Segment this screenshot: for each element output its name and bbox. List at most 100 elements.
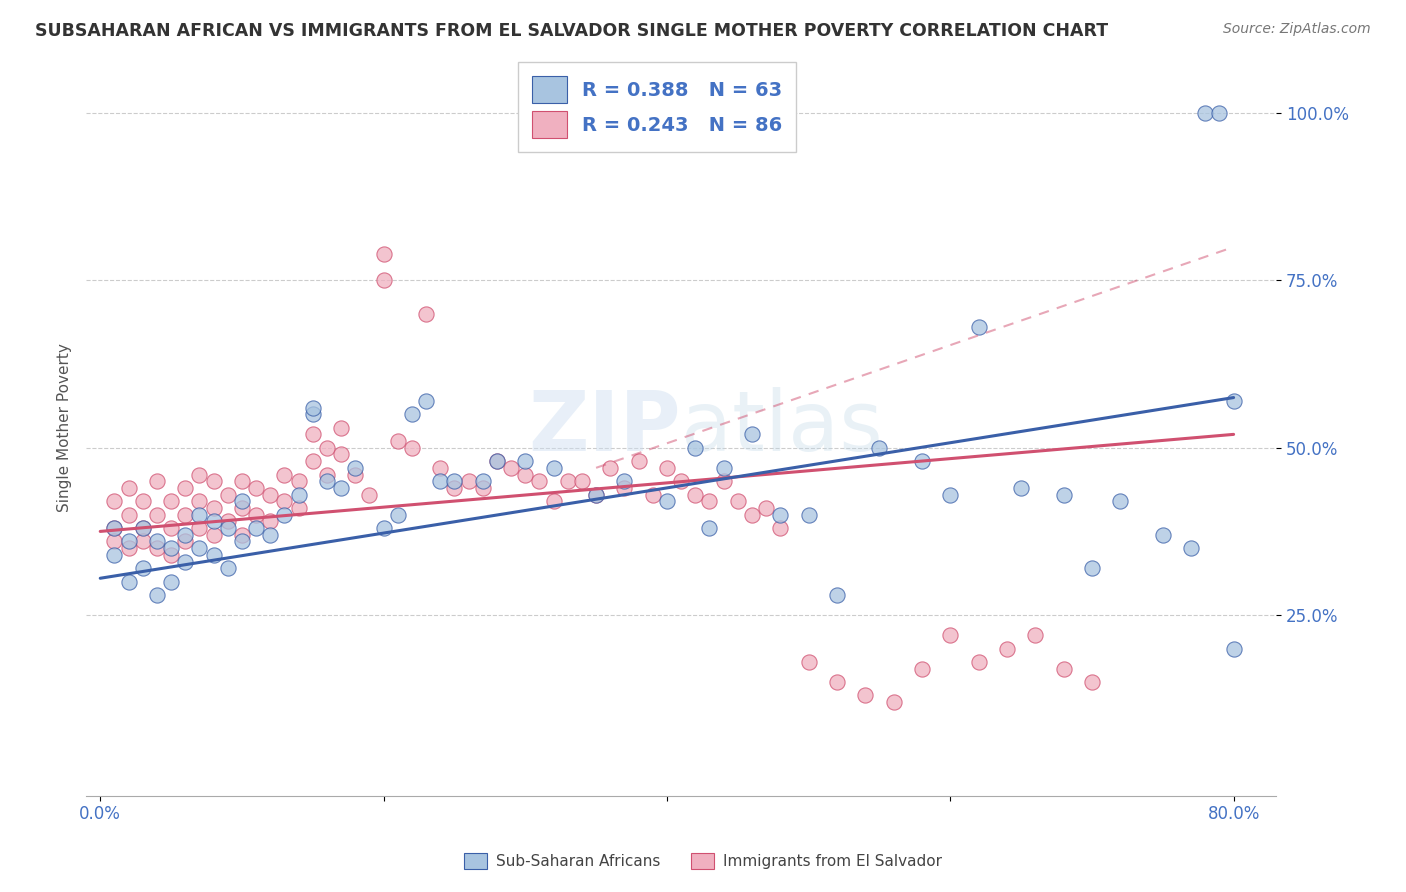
Point — [132, 494, 155, 508]
Point — [231, 528, 253, 542]
Point — [287, 474, 309, 488]
Point — [471, 474, 494, 488]
Point — [103, 521, 125, 535]
Point — [1052, 662, 1074, 676]
Point — [543, 460, 565, 475]
Point — [741, 508, 763, 522]
Point — [188, 467, 211, 482]
Point — [387, 508, 409, 522]
Text: SUBSAHARAN AFRICAN VS IMMIGRANTS FROM EL SALVADOR SINGLE MOTHER POVERTY CORRELAT: SUBSAHARAN AFRICAN VS IMMIGRANTS FROM EL… — [35, 22, 1108, 40]
Point — [401, 407, 423, 421]
Point — [727, 494, 749, 508]
Point — [1024, 628, 1046, 642]
Point — [485, 454, 508, 468]
Point — [146, 541, 169, 556]
Point — [174, 534, 197, 549]
Point — [515, 454, 537, 468]
Point — [911, 454, 934, 468]
Point — [301, 407, 323, 421]
Legend: Sub-Saharan Africans, Immigrants from El Salvador: Sub-Saharan Africans, Immigrants from El… — [458, 847, 948, 875]
Point — [217, 514, 239, 528]
Point — [174, 555, 197, 569]
Point — [245, 521, 267, 535]
Point — [429, 474, 451, 488]
Point — [132, 521, 155, 535]
Point — [1152, 528, 1174, 542]
Point — [883, 695, 905, 709]
Point — [160, 494, 183, 508]
Point — [585, 487, 607, 501]
Point — [699, 494, 721, 508]
Point — [103, 534, 125, 549]
Point — [217, 487, 239, 501]
Point — [202, 528, 225, 542]
Point — [669, 474, 692, 488]
Point — [769, 521, 792, 535]
Point — [485, 454, 508, 468]
Point — [287, 487, 309, 501]
Point — [316, 467, 339, 482]
Point — [202, 548, 225, 562]
Point — [641, 487, 664, 501]
Point — [273, 508, 295, 522]
Point — [330, 481, 353, 495]
Point — [613, 481, 636, 495]
Point — [1222, 641, 1244, 656]
Point — [429, 460, 451, 475]
Point — [202, 500, 225, 515]
Point — [939, 487, 962, 501]
Point — [797, 508, 820, 522]
Point — [471, 481, 494, 495]
Point — [117, 481, 139, 495]
Point — [117, 541, 139, 556]
Point — [571, 474, 593, 488]
Point — [911, 662, 934, 676]
Point — [1222, 393, 1244, 408]
Point — [443, 481, 465, 495]
Point — [415, 307, 437, 321]
Point — [1208, 106, 1230, 120]
Point — [373, 273, 395, 287]
Point — [330, 420, 353, 434]
Point — [1081, 561, 1104, 575]
Point — [146, 534, 169, 549]
Point — [103, 548, 125, 562]
Point — [316, 474, 339, 488]
Point — [301, 454, 323, 468]
Point — [995, 641, 1018, 656]
Point — [301, 427, 323, 442]
Point — [401, 441, 423, 455]
Point — [868, 441, 890, 455]
Point — [231, 500, 253, 515]
Point — [117, 534, 139, 549]
Point — [769, 508, 792, 522]
Point — [231, 534, 253, 549]
Point — [543, 494, 565, 508]
Point — [188, 541, 211, 556]
Point — [146, 588, 169, 602]
Point — [529, 474, 551, 488]
Point — [344, 467, 367, 482]
Point — [273, 467, 295, 482]
Point — [825, 588, 848, 602]
Point — [259, 487, 281, 501]
Point — [103, 494, 125, 508]
Point — [160, 521, 183, 535]
Point — [755, 500, 778, 515]
Point — [188, 494, 211, 508]
Point — [939, 628, 962, 642]
Point — [259, 514, 281, 528]
Point — [117, 508, 139, 522]
Point — [713, 460, 735, 475]
Point — [174, 481, 197, 495]
Point — [132, 521, 155, 535]
Point — [1010, 481, 1032, 495]
Point — [797, 655, 820, 669]
Point — [202, 514, 225, 528]
Point — [599, 460, 621, 475]
Point — [825, 675, 848, 690]
Legend: R = 0.388   N = 63, R = 0.243   N = 86: R = 0.388 N = 63, R = 0.243 N = 86 — [519, 62, 796, 152]
Point — [132, 561, 155, 575]
Point — [1194, 106, 1216, 120]
Point — [967, 320, 990, 334]
